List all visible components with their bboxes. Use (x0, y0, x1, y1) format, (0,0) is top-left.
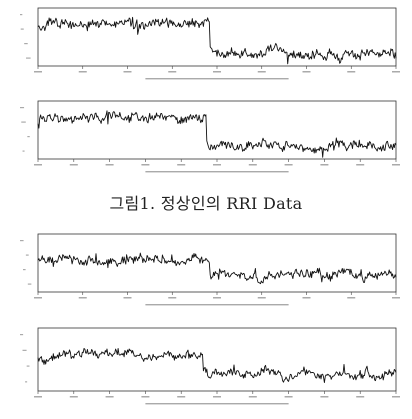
y-tick-label-smudge (21, 121, 26, 123)
rri-series-line (37, 348, 397, 384)
x-tick-label-smudge (123, 71, 132, 73)
x-tick-label-smudge (168, 297, 177, 299)
x-tick-label-smudge (284, 396, 293, 398)
x-tick-label-smudge (257, 297, 266, 299)
x-tick-label-smudge (392, 71, 400, 73)
y-tick-label-smudge (24, 43, 28, 45)
plot-frame (37, 327, 397, 392)
y-tick-label-smudge (25, 254, 29, 256)
y-tick-label-smudge (20, 107, 25, 109)
x-tick-label-smudge (392, 164, 400, 166)
x-tick-label-smudge (141, 164, 150, 166)
x-axis-caption-smudge (145, 78, 289, 80)
x-tick-label-smudge (69, 396, 78, 398)
y-tick-label-smudge (22, 150, 25, 152)
x-tick-label-smudge (34, 71, 42, 73)
y-tick-label-smudge (20, 240, 24, 242)
x-tick-label-smudge (302, 297, 311, 299)
x-tick-label-smudge (213, 71, 221, 73)
y-tick-label-smudge (25, 381, 28, 383)
x-tick-label-smudge (105, 164, 114, 166)
rri-series-line (37, 252, 397, 285)
x-tick-label-smudge (356, 396, 365, 398)
x-tick-label-smudge (213, 164, 221, 166)
x-tick-label-smudge (284, 164, 293, 166)
x-tick-label-smudge (248, 164, 257, 166)
x-tick-label-smudge (392, 297, 400, 299)
plot-frame (37, 100, 397, 160)
figure-caption: 그림1. 정상인의 RRI Data (109, 194, 303, 213)
x-tick-label-smudge (78, 297, 87, 299)
y-tick-label-smudge (20, 334, 24, 336)
x-tick-label-smudge (356, 164, 365, 166)
rri-plot-1 (20, 7, 400, 80)
x-tick-label-smudge (320, 164, 329, 166)
y-tick-label-smudge (27, 136, 30, 138)
x-axis-caption-smudge (145, 304, 289, 306)
x-tick-label-smudge (168, 71, 177, 73)
x-tick-label-smudge (213, 297, 221, 299)
x-axis-caption-smudge (145, 403, 289, 405)
x-tick-label-smudge (123, 297, 132, 299)
x-tick-label-smudge (320, 396, 329, 398)
x-tick-label-smudge (302, 71, 311, 73)
x-tick-label-smudge (177, 396, 186, 398)
x-tick-label-smudge (213, 396, 221, 398)
x-tick-label-smudge (347, 71, 356, 73)
x-tick-label-smudge (392, 396, 400, 398)
x-tick-label-smudge (34, 297, 42, 299)
rri-series-line (37, 16, 397, 65)
x-tick-label-smudge (78, 71, 87, 73)
y-tick-label-smudge (26, 57, 31, 59)
y-tick-label-smudge (20, 14, 23, 16)
y-tick-label-smudge (20, 28, 24, 30)
x-tick-label-smudge (347, 297, 356, 299)
x-axis-caption-smudge (145, 171, 289, 173)
y-tick-label-smudge (23, 269, 26, 271)
y-tick-label-smudge (27, 283, 32, 285)
x-tick-label-smudge (34, 164, 42, 166)
x-tick-label-smudge (69, 164, 78, 166)
rri-plot-3 (20, 233, 400, 306)
y-tick-label-smudge (22, 349, 27, 351)
x-tick-label-smudge (34, 396, 42, 398)
x-tick-label-smudge (257, 71, 266, 73)
x-tick-label-smudge (105, 396, 114, 398)
plot-frame (37, 233, 397, 293)
y-tick-label-smudge (26, 365, 30, 367)
x-tick-label-smudge (177, 164, 186, 166)
rri-plot-4 (20, 327, 400, 405)
x-tick-label-smudge (141, 396, 150, 398)
x-tick-label-smudge (248, 396, 257, 398)
rri-series-line (37, 110, 397, 158)
rri-plot-2 (20, 100, 400, 173)
